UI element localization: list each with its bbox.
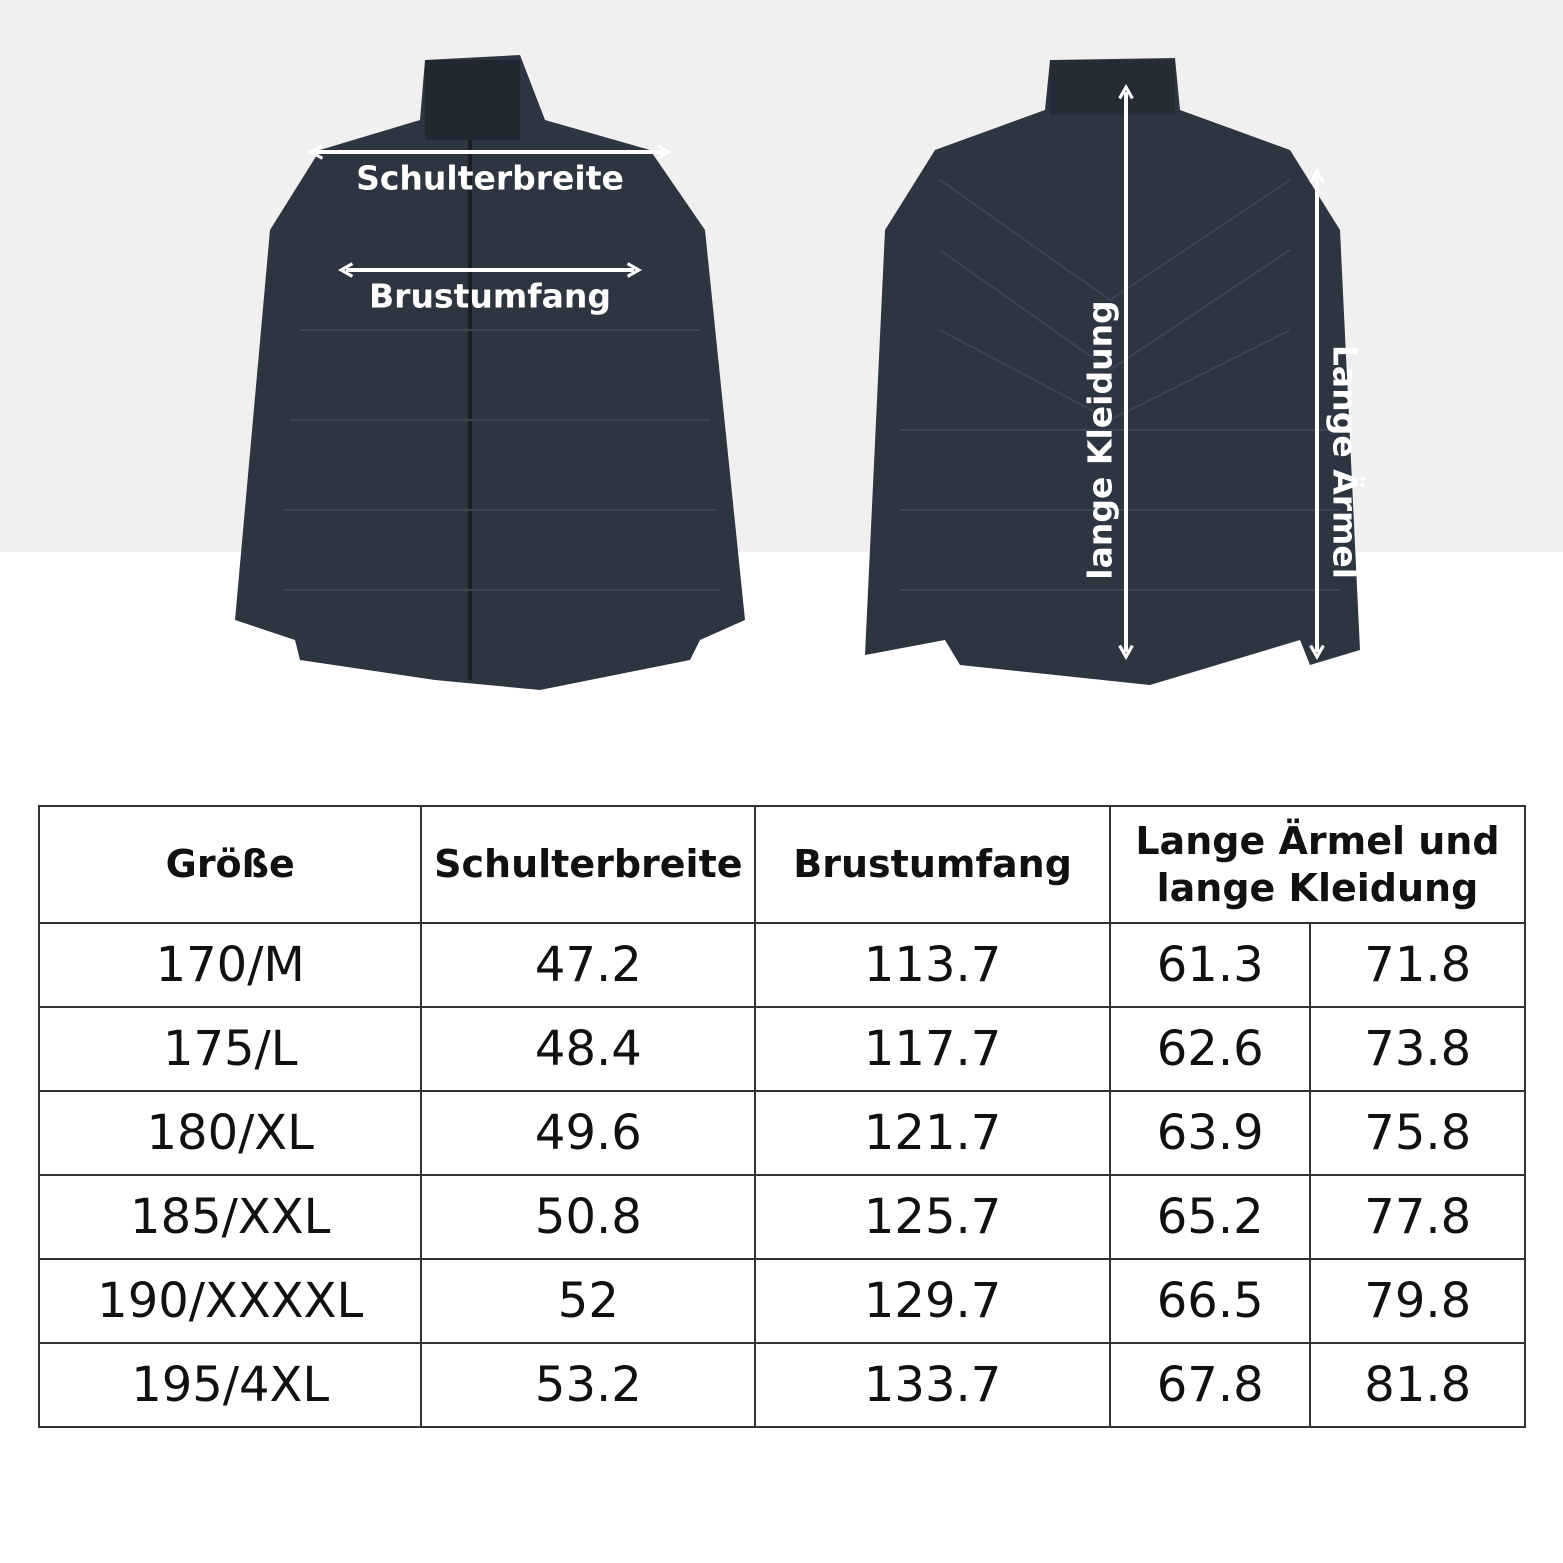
- table-row: 180/XL 49.6 121.7 63.9 75.8: [37, 1090, 1526, 1176]
- shoulder-label: Schulterbreite: [356, 158, 624, 198]
- table-row: 195/4XL 53.2 133.7 67.8 81.8: [37, 1342, 1526, 1428]
- table-row: 170/M 47.2 113.7 61.3 71.8: [37, 922, 1526, 1008]
- cell-chest: 113.7: [754, 922, 1111, 1008]
- jacket-front-image: [235, 55, 745, 690]
- cell-sleeve: 66.5: [1108, 1258, 1312, 1344]
- cell-chest: 133.7: [754, 1342, 1111, 1428]
- header-chest: Brustumfang: [754, 805, 1111, 924]
- chest-label: Brustumfang: [369, 276, 611, 316]
- cell-length: 71.8: [1309, 922, 1526, 1008]
- cell-chest: 121.7: [754, 1090, 1111, 1176]
- header-size: Größe: [37, 805, 423, 924]
- cell-sleeve: 63.9: [1108, 1090, 1312, 1176]
- cell-shoulder: 47.2: [420, 922, 757, 1008]
- cell-length: 77.8: [1309, 1174, 1526, 1260]
- cell-size: 170/M: [37, 922, 423, 1008]
- cell-shoulder: 48.4: [420, 1006, 757, 1092]
- jacket-illustrations: [235, 55, 1360, 690]
- table-header-row: Größe Schulterbreite Brustumfang Lange Ä…: [37, 805, 1527, 924]
- cell-shoulder: 53.2: [420, 1342, 757, 1428]
- cell-shoulder: 52: [420, 1258, 757, 1344]
- header-sleeve-length: Lange Ärmel und lange Kleidung: [1108, 805, 1527, 924]
- cell-size: 185/XXL: [37, 1174, 423, 1260]
- table-row: 185/XXL 50.8 125.7 65.2 77.8: [37, 1174, 1526, 1260]
- cell-chest: 129.7: [754, 1258, 1111, 1344]
- cell-shoulder: 50.8: [420, 1174, 757, 1260]
- cell-chest: 125.7: [754, 1174, 1111, 1260]
- cell-chest: 117.7: [754, 1006, 1111, 1092]
- cell-sleeve: 67.8: [1108, 1342, 1312, 1428]
- cell-size: 180/XL: [37, 1090, 423, 1176]
- cell-length: 79.8: [1309, 1258, 1526, 1344]
- header-shoulder: Schulterbreite: [420, 805, 757, 924]
- cell-size: 190/XXXXL: [37, 1258, 423, 1344]
- table-row: 190/XXXXL 52 129.7 66.5 79.8: [37, 1258, 1526, 1344]
- cell-length: 73.8: [1309, 1006, 1526, 1092]
- cell-size: 175/L: [37, 1006, 423, 1092]
- cell-length: 75.8: [1309, 1090, 1526, 1176]
- cell-shoulder: 49.6: [420, 1090, 757, 1176]
- cell-size: 195/4XL: [37, 1342, 423, 1428]
- length-label: lange Kleidung: [1080, 300, 1120, 580]
- size-chart-table: Größe Schulterbreite Brustumfang Lange Ä…: [37, 805, 1527, 1428]
- cell-length: 81.8: [1309, 1342, 1526, 1428]
- cell-sleeve: 61.3: [1108, 922, 1312, 1008]
- cell-sleeve: 62.6: [1108, 1006, 1312, 1092]
- table-row: 175/L 48.4 117.7 62.6 73.8: [37, 1006, 1526, 1092]
- cell-sleeve: 65.2: [1108, 1174, 1312, 1260]
- sleeve-label: Lange Ärmel: [1325, 344, 1365, 580]
